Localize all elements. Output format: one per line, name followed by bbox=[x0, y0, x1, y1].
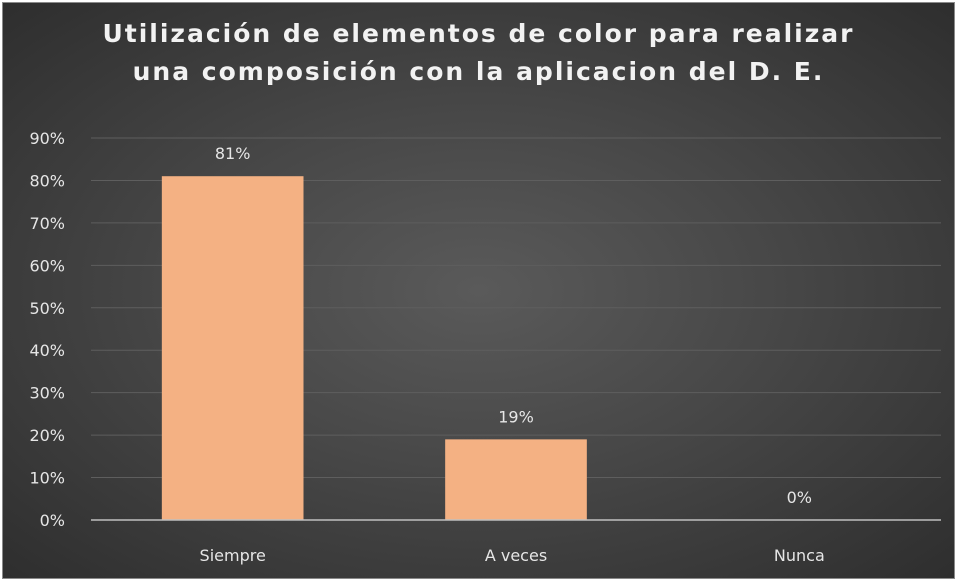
y-tick-label: 20% bbox=[29, 426, 65, 445]
bar-a-veces bbox=[445, 439, 587, 520]
y-tick-label: 70% bbox=[29, 214, 65, 233]
bar-siempre bbox=[161, 176, 304, 520]
y-tick-label: 30% bbox=[29, 384, 65, 403]
data-label: 81% bbox=[215, 144, 251, 163]
x-category-label: Nunca bbox=[774, 546, 825, 565]
y-tick-label: 40% bbox=[29, 341, 65, 360]
x-category-label: Siempre bbox=[200, 546, 266, 565]
plot-area: 0% 10% 20% 30% 40% 50% 60% 70% 80% 90% Siempre A v… bbox=[29, 129, 941, 565]
x-axis-categories: Siempre A veces Nunca bbox=[200, 546, 825, 565]
x-category-label: A veces bbox=[485, 546, 547, 565]
y-tick-label: 10% bbox=[29, 469, 65, 488]
data-label: 0% bbox=[787, 488, 812, 507]
y-tick-label: 0% bbox=[40, 511, 65, 530]
chart-title: Utilización de elementos de color para r… bbox=[102, 19, 855, 86]
y-tick-label: 50% bbox=[29, 299, 65, 318]
y-axis-ticks: 0% 10% 20% 30% 40% 50% 60% 70% 80% 90% bbox=[29, 129, 65, 530]
bars bbox=[161, 176, 587, 520]
y-tick-label: 60% bbox=[29, 256, 65, 275]
y-tick-label: 80% bbox=[29, 171, 65, 190]
data-labels: 81% 19% 0% bbox=[215, 144, 812, 507]
data-label: 19% bbox=[498, 407, 534, 426]
y-tick-label: 90% bbox=[29, 129, 65, 148]
